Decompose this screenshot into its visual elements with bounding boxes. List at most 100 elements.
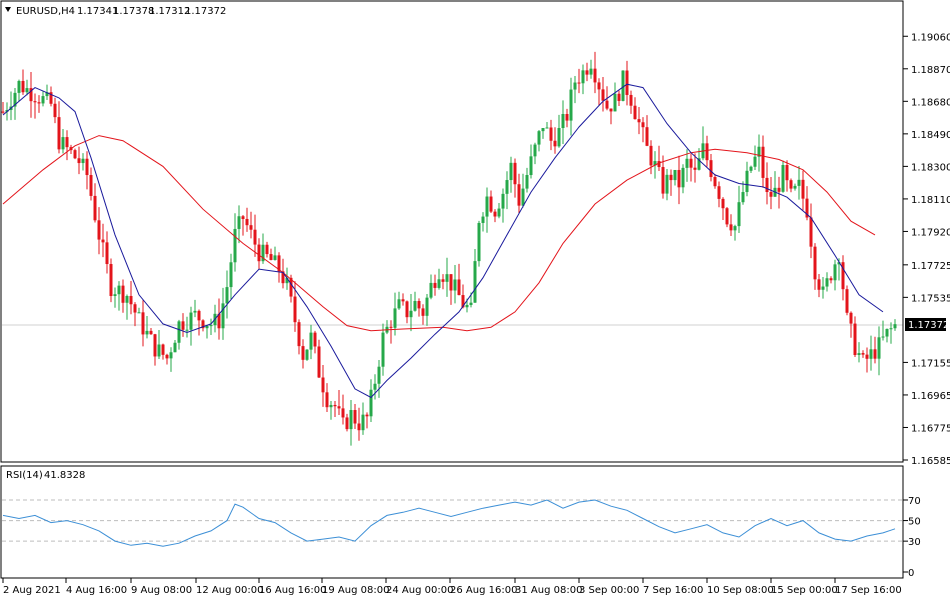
rsi-tick-label: 50 (908, 517, 921, 528)
candle-body (865, 354, 869, 359)
candle-body (709, 160, 713, 178)
candle-body (873, 349, 877, 359)
candle-body (49, 92, 53, 104)
candle-body (361, 414, 365, 431)
candle-body (421, 308, 425, 316)
candle-body (725, 208, 729, 225)
candle-body (489, 196, 493, 212)
candle-body (505, 180, 509, 194)
candle-body (289, 277, 293, 297)
candle-body (53, 103, 57, 118)
candle-body (461, 295, 465, 308)
candle-body (557, 128, 561, 147)
candle-body (669, 174, 673, 181)
candle-body (585, 70, 589, 75)
candle-body (885, 328, 889, 337)
candle-body (497, 208, 501, 217)
candle-body (317, 346, 321, 378)
candle-body (369, 389, 373, 417)
candle-body (129, 295, 133, 305)
candle-body (485, 196, 489, 217)
candle-body (869, 349, 873, 359)
candle-body (661, 167, 665, 194)
candle-body (61, 137, 65, 150)
candle-body (125, 295, 129, 303)
candle-body (665, 174, 669, 194)
candle-body (329, 404, 333, 408)
candle-body (469, 302, 473, 305)
candle-body (193, 310, 197, 313)
candle-body (345, 417, 349, 430)
candle-body (205, 325, 209, 329)
candle-body (845, 289, 849, 313)
candle-body (533, 144, 537, 157)
candle-body (137, 312, 141, 314)
candle-body (169, 352, 173, 359)
candle-body (777, 187, 781, 192)
candle-body (89, 175, 93, 196)
candle-body (209, 325, 213, 327)
candle-body (509, 162, 513, 181)
candle-body (141, 312, 145, 335)
candle-body (173, 342, 177, 353)
candle-body (117, 285, 121, 295)
candle-body (177, 321, 181, 343)
candle-body (697, 158, 701, 170)
candle-body (821, 286, 825, 290)
candle-body (857, 353, 861, 356)
candle-body (257, 244, 261, 262)
ma-slow-line (2, 135, 876, 332)
candle-body (37, 102, 41, 104)
candle-body (597, 82, 601, 90)
candle-body (309, 332, 313, 350)
candle-body (729, 224, 733, 231)
main-panel-frame (0, 0, 904, 463)
candle-body (813, 246, 817, 280)
candle-body (433, 282, 437, 288)
candle-body (253, 229, 257, 245)
candle-body (349, 410, 353, 430)
candle-body (325, 392, 329, 408)
candle-body (645, 127, 649, 146)
price-tick-label: 1.18110 (911, 195, 950, 206)
candle-body (537, 131, 541, 145)
candle-body (321, 377, 325, 393)
rsi-tick-label: 30 (908, 537, 921, 548)
candle-body (249, 225, 253, 230)
candle-body (65, 137, 69, 148)
candle-body (409, 310, 413, 318)
rsi-tick-label: 70 (908, 496, 921, 507)
time-tick-label: 31 Aug 08:00 (515, 585, 582, 596)
rsi-line (2, 499, 896, 547)
candle-body (245, 218, 249, 226)
candle-body (837, 262, 841, 265)
time-tick-label: 9 Aug 08:00 (131, 585, 192, 596)
candle-body (393, 308, 397, 328)
candle-body (425, 297, 429, 316)
candle-body (881, 336, 885, 338)
candle-body (413, 300, 417, 311)
time-axis: 2 Aug 2021 4 Aug 16:00 9 Aug 08:00 12 Aug 0… (2, 578, 902, 596)
candle-body (677, 169, 681, 188)
candle-body (589, 68, 593, 75)
time-tick-label: 17 Sep 16:00 (835, 585, 902, 596)
time-tick-label: 4 Aug 16:00 (66, 585, 127, 596)
candle-body (733, 226, 737, 231)
candle-body (565, 114, 569, 121)
candle-body (25, 88, 29, 93)
price-tick-label: 1.16585 (911, 456, 950, 467)
candle-body (389, 326, 393, 328)
candle-body (593, 68, 597, 83)
candle-body (653, 161, 657, 166)
candle-body (825, 278, 829, 287)
candle-body (1, 111, 5, 113)
candle-body (629, 94, 633, 106)
candle-body (81, 158, 85, 164)
candle-body (493, 211, 497, 217)
price-tick-label: 1.17535 (911, 293, 950, 304)
candle-body (217, 313, 221, 329)
candle-body (437, 279, 441, 288)
candle-body (265, 244, 269, 255)
menu-triangle-icon[interactable] (5, 7, 11, 12)
